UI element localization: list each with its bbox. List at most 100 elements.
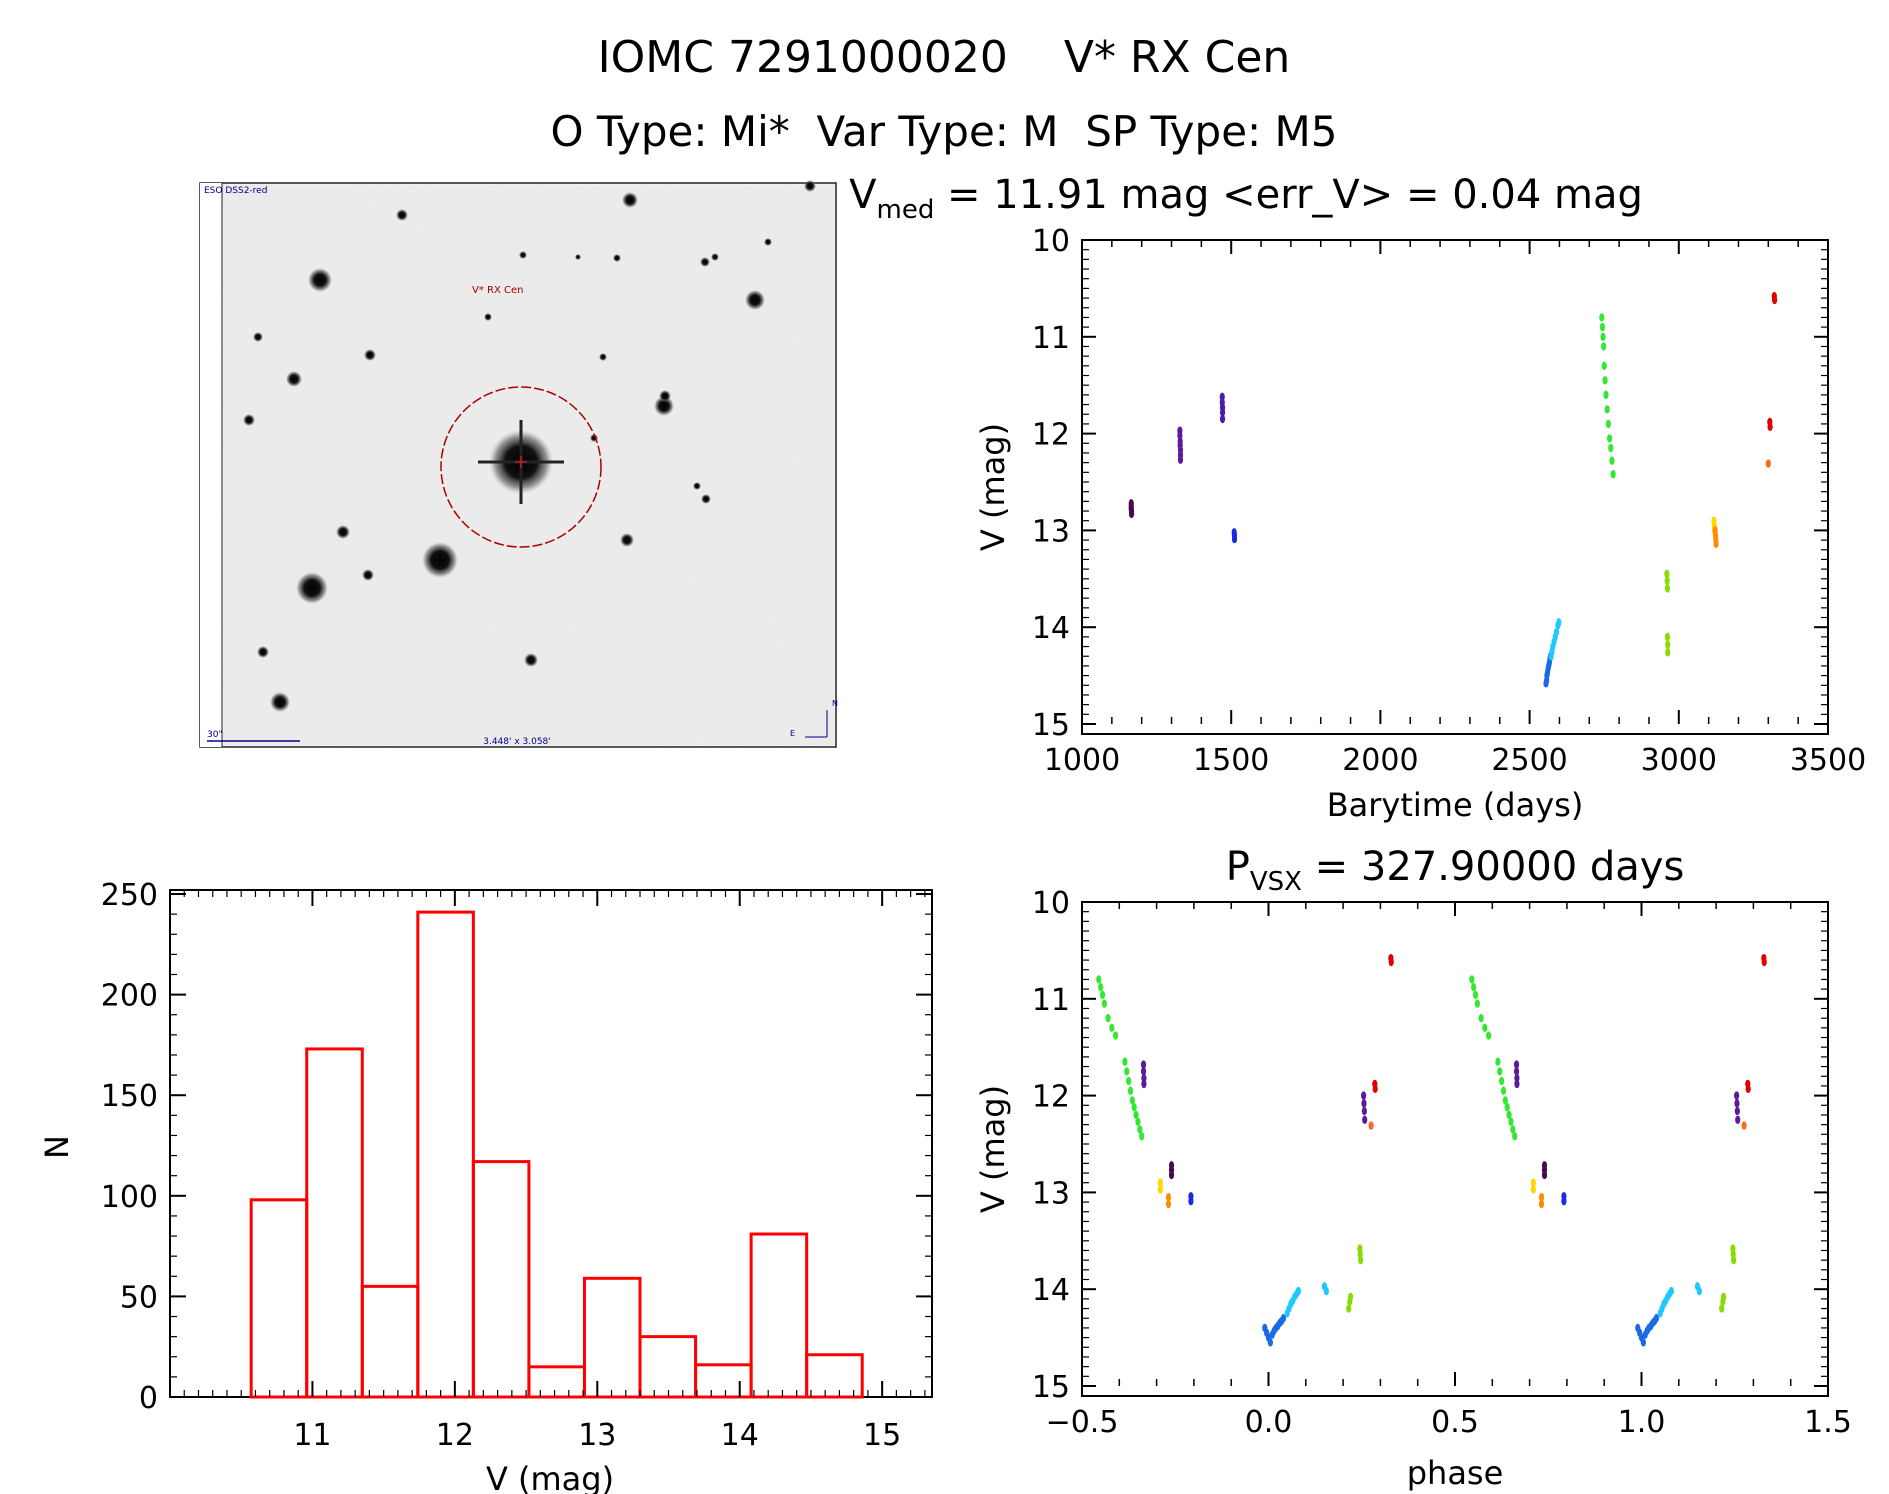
data-point: [1731, 1255, 1737, 1265]
data-point: [1368, 1121, 1374, 1130]
data-point: [1603, 390, 1609, 400]
lightcurve-title: Vmed = 11.91 mag <err_V> = 0.04 mag: [849, 172, 1643, 225]
data-point: [1157, 1185, 1163, 1194]
data-point: [1606, 434, 1613, 443]
lightcurve-xlabel: Barytime (days): [1327, 786, 1584, 824]
y-tick-label: 11: [1032, 983, 1070, 1018]
data-point: [1129, 1096, 1135, 1105]
data-point: [1664, 569, 1670, 579]
field-star: [336, 525, 350, 539]
data-point: [1361, 1099, 1367, 1108]
field-star: [257, 646, 269, 658]
data-point: [1538, 1193, 1545, 1202]
field-star: [764, 238, 772, 246]
phased-title-main: P: [1226, 844, 1250, 890]
x-tick-label: 1.5: [1804, 1405, 1852, 1440]
field-star: [599, 353, 607, 361]
x-tick-label: 3500: [1790, 743, 1866, 778]
field-star: [296, 572, 328, 604]
data-point: [1495, 1057, 1501, 1066]
data-point: [1135, 1117, 1141, 1126]
histogram-bar: [638, 1335, 698, 1399]
data-point: [1469, 975, 1475, 984]
data-point: [1664, 584, 1671, 593]
data-point: [1141, 1073, 1147, 1083]
data-point: [1506, 1110, 1512, 1120]
x-tick-label: 0.0: [1245, 1405, 1293, 1440]
lightcurve-ticks: 1000 1500 2000 2500 3000 3500 10 11 12 13 14 15: [1032, 224, 1866, 778]
field-star: [654, 396, 674, 416]
data-point: [1605, 419, 1611, 429]
data-point: [1485, 1031, 1492, 1040]
data-point: [1767, 422, 1773, 432]
data-point: [1761, 957, 1767, 967]
data-point: [1346, 1304, 1352, 1313]
data-point: [1553, 627, 1560, 637]
histogram-ylabel: N: [38, 1135, 76, 1159]
y-tick-label: 14: [1032, 1273, 1070, 1308]
y-tick-label: 11: [1032, 321, 1070, 356]
y-tick-label: 12: [1032, 418, 1070, 453]
field-star: [524, 653, 538, 667]
data-point: [1600, 332, 1606, 341]
data-point: [1664, 632, 1671, 642]
data-point: [1347, 1292, 1354, 1302]
lightcurve-title-main: V: [849, 172, 877, 218]
phased-title: PVSX = 327.90000 days: [1226, 844, 1685, 897]
phased-ticks: −0.5 0.0 0.5 1.0 1.5 10 11 12 13 14 15: [1032, 886, 1852, 1440]
figure-title-line1: IOMC 7291000020 V* RX Cen: [598, 32, 1291, 83]
field-star: [396, 209, 408, 221]
data-point: [1538, 1199, 1545, 1209]
data-point: [1478, 1013, 1484, 1023]
field-star: [270, 692, 290, 712]
data-point: [1219, 408, 1226, 417]
data-point: [1513, 1060, 1520, 1069]
data-point: [1122, 1057, 1128, 1066]
x-tick-label: 2000: [1342, 743, 1418, 778]
x-tick-label: 0.5: [1431, 1405, 1479, 1440]
data-point: [1512, 1132, 1518, 1141]
data-point: [1530, 1178, 1536, 1187]
data-point: [1140, 1067, 1147, 1076]
field-star: [364, 349, 376, 361]
data-point: [1719, 1304, 1725, 1313]
histogram-bar: [582, 1276, 642, 1399]
field-star: [519, 251, 527, 259]
data-point: [1231, 534, 1238, 544]
data-point: [1601, 361, 1607, 371]
lightcurve-panel: Vmed = 11.91 mag <err_V> = 0.04 mag 1000…: [849, 172, 1866, 824]
field-star: [243, 414, 255, 426]
data-point: [1502, 1096, 1508, 1105]
data-point: [1653, 1314, 1660, 1323]
y-tick-label: 150: [101, 1079, 158, 1114]
field-star: [422, 542, 458, 578]
data-point: [1734, 1099, 1740, 1108]
field-star: [575, 254, 581, 260]
histogram-bar: [694, 1363, 753, 1399]
compass-north-label: N: [832, 699, 838, 708]
field-star: [484, 313, 492, 321]
x-tick-label: 12: [436, 1418, 474, 1453]
x-tick-label: 11: [293, 1418, 331, 1453]
x-tick-label: −0.5: [1046, 1405, 1119, 1440]
phased-points: [1096, 953, 1767, 1347]
data-point: [1664, 576, 1670, 585]
data-point: [1514, 1079, 1520, 1089]
lightcurve-title-subscript: med: [877, 195, 935, 225]
data-point: [1771, 295, 1778, 305]
lightcurve-points: [1128, 291, 1778, 688]
field-star: [308, 268, 332, 292]
histogram-bar: [471, 1160, 531, 1399]
data-point: [1358, 1255, 1364, 1265]
data-point: [1599, 322, 1606, 332]
y-tick-label: 15: [1032, 708, 1070, 743]
data-point: [1602, 376, 1608, 385]
y-tick-label: 10: [1032, 224, 1070, 259]
phased-title-rest: = 327.90000 days: [1302, 844, 1684, 890]
data-point: [1137, 1125, 1143, 1134]
histogram-bar: [305, 1047, 364, 1399]
y-tick-label: 13: [1032, 1176, 1070, 1211]
data-point: [1188, 1196, 1194, 1206]
